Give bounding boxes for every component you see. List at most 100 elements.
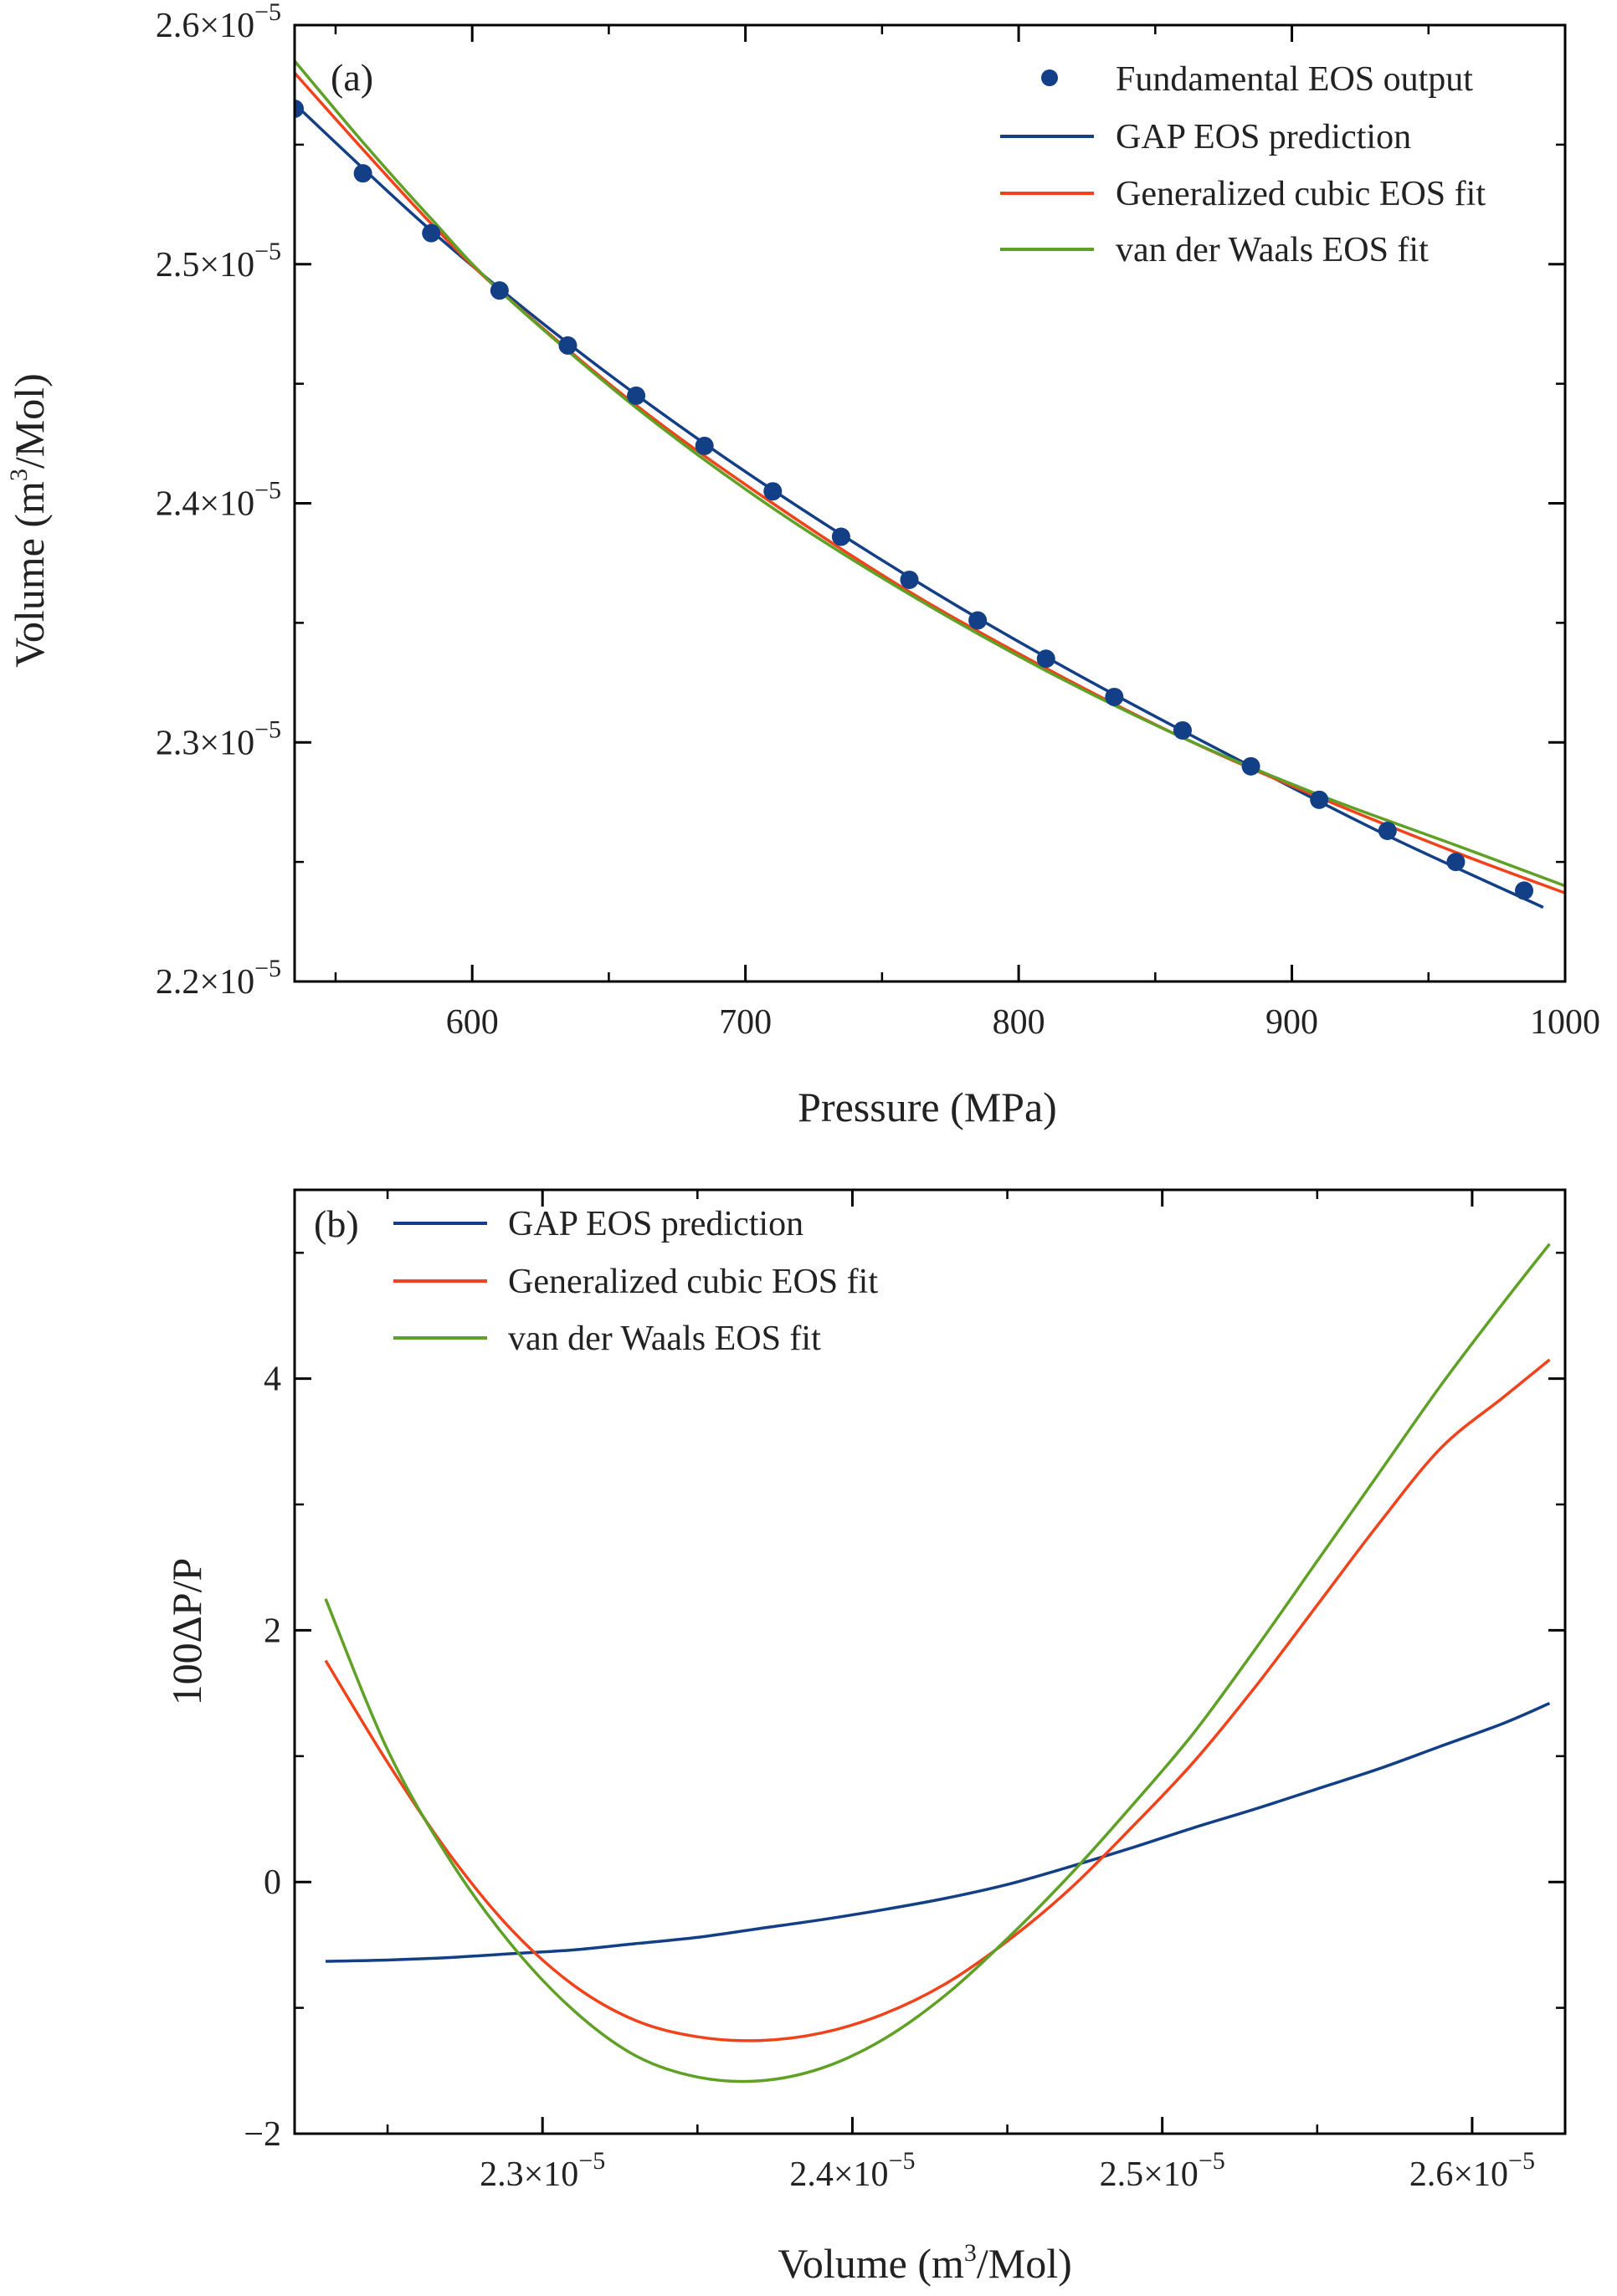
panel-b-x-tick-label: 2.5×10−5 — [1100, 2147, 1225, 2194]
panel-a-legend-marker-points — [1041, 69, 1058, 86]
panel-b-y-tick-label: 4 — [264, 1361, 281, 1399]
panel-a-y-tick-label: 2.6×10−5 — [156, 0, 281, 45]
y-tick-exponent: −5 — [254, 0, 281, 26]
panel-b-legend-label-gap: GAP EOS prediction — [508, 1205, 803, 1243]
x-tick-text: 900 — [1265, 1003, 1318, 1042]
panel-a-eos-point — [295, 100, 304, 119]
x-tick-text: 600 — [446, 1003, 499, 1042]
x-tick-exponent: −5 — [889, 2147, 916, 2175]
panel-a-legend-label-gap: GAP EOS prediction — [1116, 118, 1411, 156]
panel-a-eos-point — [422, 223, 441, 243]
panel-a-eos-point — [1241, 756, 1260, 776]
panel-b-y-axis-title: 100ΔP/P — [163, 1558, 210, 1706]
panel-a-y-tick-label: 2.3×10−5 — [156, 715, 281, 762]
y-tick-text: 4 — [264, 1361, 281, 1399]
panel-a-eos-point — [763, 482, 783, 501]
y-tick-exponent: −5 — [254, 477, 281, 505]
panel-a-y-tick-label: 2.5×10−5 — [156, 238, 281, 284]
panel-b-vdw-fit-line — [324, 1243, 1551, 2083]
panel-a-legend-label-points: Fundamental EOS output — [1116, 60, 1473, 99]
panel-a-x-axis-title: Pressure (MPa) — [798, 1084, 1057, 1130]
panel-a-x-tick-label: 600 — [446, 1003, 499, 1042]
y-tick-text: −2 — [244, 2115, 281, 2154]
panel-a-x-tick-label: 1000 — [1530, 1003, 1600, 1042]
panel-a-series — [295, 59, 1565, 910]
x-tick-mantissa: 2.6×10 — [1409, 2155, 1508, 2194]
panel-a-eos-point — [1446, 853, 1466, 872]
panel-a-eos-point — [968, 611, 988, 630]
panel-a-eos-point — [627, 386, 646, 405]
panel-a-y-title-suffix: /Mol) — [6, 373, 53, 469]
x-tick-exponent: −5 — [1199, 2147, 1225, 2175]
panel-a-y-title-prefix: Volume (m — [6, 481, 53, 668]
panel-a-eos-point — [695, 436, 714, 455]
panel-b-y-tick-label: 2 — [264, 1612, 281, 1650]
y-tick-mantissa: 2.3×10 — [156, 724, 254, 762]
panel-b-x-axis-title: Volume (m3/Mol) — [778, 2239, 1072, 2287]
y-tick-mantissa: 2.4×10 — [156, 485, 254, 524]
x-tick-exponent: −5 — [1508, 2147, 1535, 2175]
panel-a-eos-point — [1310, 790, 1329, 809]
panel-b-label: (b) — [314, 1202, 359, 1245]
panel-a-y-axis-title: Volume (m3/Mol) — [5, 373, 53, 668]
x-tick-text: 1000 — [1530, 1003, 1600, 1042]
x-tick-exponent: −5 — [578, 2147, 605, 2175]
panel-b-y-tick-label: −2 — [244, 2115, 281, 2154]
panel-b-frame — [293, 1188, 1567, 2135]
panel-a-x-tick-label: 900 — [1265, 1003, 1318, 1042]
y-tick-exponent: −5 — [254, 955, 281, 982]
panel-b-gap-prediction-line — [325, 1702, 1551, 1963]
x-tick-text: 800 — [993, 1003, 1045, 1042]
panel-b-cubic-fit-line — [324, 1358, 1551, 2042]
panel-b-x-title-sup: 3 — [964, 2239, 977, 2267]
panel-b-x-title-suffix: /Mol) — [977, 2240, 1072, 2287]
y-tick-text: 0 — [264, 1863, 281, 1902]
panel-a-eos-point — [900, 570, 919, 589]
y-tick-exponent: −5 — [254, 715, 281, 743]
panel-a-x-tick-label: 700 — [719, 1003, 772, 1042]
panel-b-x-tick-label: 2.4×10−5 — [789, 2147, 915, 2194]
panel-a-eos-point — [1036, 649, 1055, 669]
panel-a-legend-label-vdw: van der Waals EOS fit — [1116, 231, 1429, 269]
panel-a-eos-point — [1105, 687, 1124, 706]
panel-b-legend-label-cubic: Generalized cubic EOS fit — [508, 1263, 878, 1301]
panel-a-y-tick-label: 2.2×10−5 — [156, 955, 281, 1002]
x-tick-mantissa: 2.5×10 — [1100, 2155, 1199, 2194]
panel-a-label: (a) — [331, 56, 373, 99]
y-tick-exponent: −5 — [254, 238, 281, 265]
panel-a-ticks: 600 700 800 900 10002.2×10−52.3×10−52.4×10−5… — [156, 0, 1600, 1042]
y-tick-mantissa: 2.6×10 — [156, 7, 254, 45]
panel-a-eos-point — [1378, 821, 1397, 840]
panel-a-y-tick-label: 2.4×10−5 — [156, 477, 281, 524]
panel-a-eos-point — [558, 336, 578, 355]
panel-a-legend-label-cubic: Generalized cubic EOS fit — [1116, 175, 1486, 213]
panel-a-cubic-fit-line — [295, 71, 1565, 894]
x-tick-text: 700 — [719, 1003, 772, 1042]
panel-a-frame — [293, 23, 1567, 983]
panel-a-chart: 600 700 800 900 10002.2×10−52.3×10−52.4×10−5… — [5, 0, 1600, 1130]
y-tick-text: 2 — [264, 1612, 281, 1650]
x-tick-mantissa: 2.4×10 — [789, 2155, 888, 2194]
panel-b-series — [324, 1243, 1551, 2083]
panel-a-legend: Fundamental EOS output GAP EOS predictio… — [1000, 60, 1486, 269]
x-tick-mantissa: 2.3×10 — [480, 2155, 578, 2194]
panel-b-legend: GAP EOS prediction Generalized cubic EOS… — [393, 1205, 878, 1358]
panel-a-eos-point — [1173, 720, 1192, 740]
panel-b-x-tick-label: 2.6×10−5 — [1409, 2147, 1535, 2194]
panel-a-y-title-sup: 3 — [5, 469, 33, 481]
panel-b-x-tick-label: 2.3×10−5 — [480, 2147, 605, 2194]
y-tick-mantissa: 2.2×10 — [156, 963, 254, 1002]
panel-a-eos-point — [490, 281, 509, 300]
panel-a-eos-point — [1515, 881, 1534, 900]
panel-a-x-tick-label: 800 — [993, 1003, 1045, 1042]
panel-b-y-tick-label: 0 — [264, 1863, 281, 1902]
panel-b-legend-label-vdw: van der Waals EOS fit — [508, 1320, 821, 1358]
panel-a-eos-point — [831, 527, 850, 546]
panel-b-x-title-prefix: Volume (m — [778, 2240, 964, 2287]
panel-a-eos-point — [353, 164, 372, 183]
y-tick-mantissa: 2.5×10 — [156, 246, 254, 284]
